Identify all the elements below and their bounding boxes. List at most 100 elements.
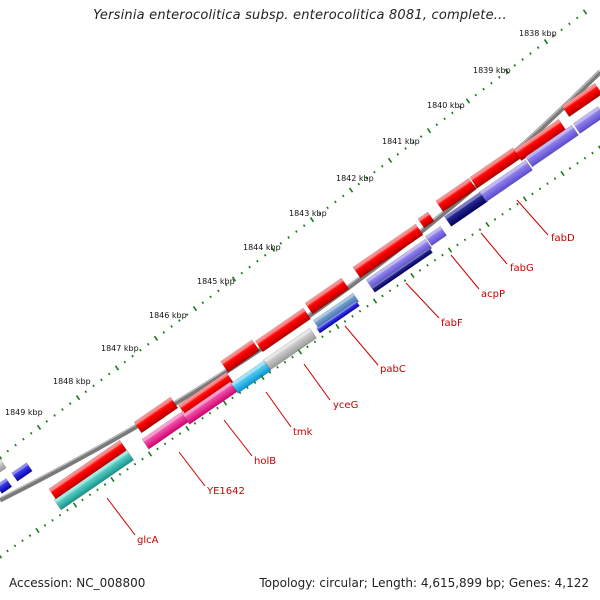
cog-blue[interactable] (0, 478, 13, 494)
kbp-label: 1842 kbp (336, 174, 374, 183)
major-tick (348, 187, 354, 193)
cds-box[interactable] (417, 211, 435, 229)
cds-box[interactable] (255, 307, 311, 353)
minor-tick (6, 449, 10, 453)
minor-tick (58, 513, 62, 517)
minor-tick (45, 420, 49, 423)
cog-teal[interactable] (53, 449, 135, 511)
cds-box[interactable] (133, 396, 179, 434)
cds-box[interactable] (352, 223, 424, 279)
cog-blue-body (316, 300, 360, 334)
callout-line (405, 282, 440, 319)
cog-blue[interactable] (316, 300, 360, 334)
gene-label-fabD[interactable]: fabD (551, 233, 575, 244)
cds-box-body (220, 339, 260, 373)
minor-tick (529, 52, 532, 55)
cog-navy-sheen (371, 247, 431, 289)
cds-box-sheen (255, 308, 306, 345)
cog-teal-sheen (54, 450, 129, 503)
minor-tick (358, 309, 362, 313)
cds-box[interactable] (435, 177, 477, 213)
minor-tick (201, 416, 204, 420)
minor-tick (490, 81, 493, 85)
cog-magenta-sheen (141, 410, 186, 442)
major-tick (504, 68, 510, 74)
minor-tick (96, 488, 99, 492)
gene-label-holB[interactable]: holB (254, 456, 276, 467)
cog-slate[interactable] (525, 124, 579, 168)
cog-teal-body (53, 449, 135, 511)
minor-tick (208, 411, 212, 415)
kbp-label-ring: 1838 kbp 1839 kbp 1840 kbp 1841 kbp 1842 kbp… (5, 29, 557, 417)
minor-tick (22, 437, 25, 441)
minor-tick (283, 360, 287, 364)
cog-slate[interactable] (479, 159, 533, 203)
callout-line (344, 325, 379, 366)
cog-grey[interactable] (263, 327, 317, 371)
cds-box[interactable] (469, 147, 521, 189)
minor-tick (107, 372, 111, 376)
minor-tick (170, 325, 173, 328)
kbp-label: 1840 kbp (427, 101, 465, 110)
gene-label-tmk[interactable]: tmk (293, 427, 313, 438)
minor-tick (451, 111, 454, 115)
cds-box-body (417, 211, 435, 229)
minor-tick (576, 161, 579, 165)
cog-navy[interactable] (371, 247, 433, 293)
cds-box-sheen (178, 372, 229, 409)
kbp-label: 1845 kbp (197, 277, 235, 286)
cog-grey[interactable] (0, 459, 7, 473)
cog-navy-body (371, 247, 433, 293)
minor-tick (171, 437, 174, 441)
cog-slate[interactable] (572, 106, 600, 134)
major-tick (372, 298, 378, 304)
cog-steel[interactable] (312, 292, 360, 330)
gene-label-yceG[interactable]: yceG (333, 400, 358, 411)
cds-box[interactable] (561, 82, 600, 118)
cog-slate[interactable] (425, 225, 447, 247)
minor-tick (568, 167, 572, 170)
cog-blue-sheen (0, 478, 8, 488)
cds-box-body (561, 82, 600, 118)
minor-tick (103, 483, 107, 486)
cog-blue[interactable] (11, 462, 33, 482)
cog-slate-body (525, 124, 579, 168)
minor-tick (29, 431, 33, 435)
callout-line (223, 419, 253, 457)
outer-kbp-tick-ring (0, 9, 588, 460)
gene-label-fabG[interactable]: fabG (510, 263, 534, 274)
cog-steel-sheen (313, 293, 355, 323)
minor-tick (313, 340, 317, 344)
gene-label-fabF[interactable]: fabF (441, 318, 463, 329)
minor-tick (341, 194, 345, 198)
gene-label-YE1642[interactable]: YE1642 (206, 486, 245, 497)
cds-box[interactable] (304, 277, 350, 315)
minor-tick (536, 46, 540, 49)
minor-tick (193, 422, 197, 425)
gene-label-pabC[interactable]: pabC (380, 364, 406, 375)
cog-magenta[interactable] (141, 410, 191, 450)
cds-box-sheen (134, 397, 173, 426)
major-tick (410, 272, 415, 279)
minor-tick (328, 330, 332, 333)
minor-tick (131, 354, 134, 358)
minor-tick (419, 135, 423, 138)
minor-tick (100, 378, 103, 382)
minor-tick (146, 342, 150, 346)
minor-tick (291, 355, 294, 359)
cds-box[interactable] (178, 371, 234, 417)
minor-tick (478, 228, 482, 231)
cds-box[interactable] (220, 339, 260, 373)
gene-label-acpP[interactable]: acpP (481, 289, 505, 300)
gene-label-glcA[interactable]: glcA (137, 535, 159, 546)
cds-box-sheen (514, 119, 561, 153)
cog-navy-sheen (444, 191, 483, 220)
minor-tick (84, 390, 88, 394)
minor-tick (287, 236, 290, 239)
minor-tick (209, 295, 212, 299)
major-tick (35, 527, 40, 534)
minor-tick (66, 508, 69, 512)
minor-tick (508, 207, 512, 211)
kbp-label: 1838 kbp (519, 29, 557, 38)
